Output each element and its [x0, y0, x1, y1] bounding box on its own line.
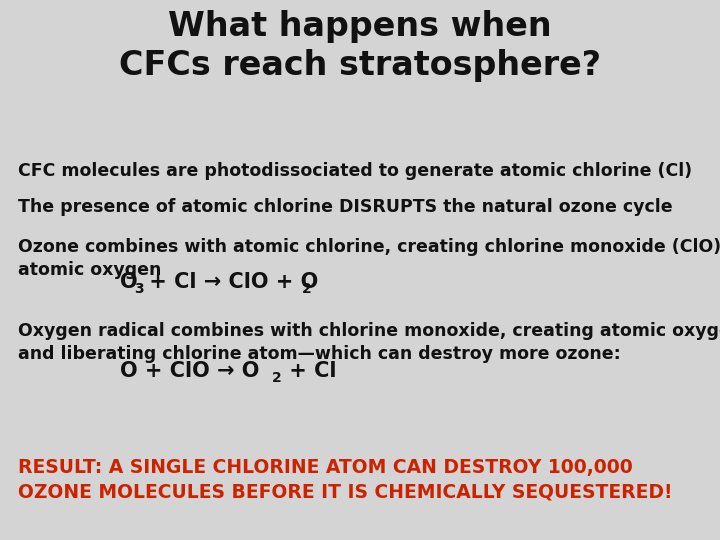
Text: What happens when
CFCs reach stratosphere?: What happens when CFCs reach stratospher…	[119, 10, 601, 83]
Text: 3: 3	[134, 282, 143, 296]
Text: Oxygen radical combines with chlorine monoxide, creating atomic oxygen
and liber: Oxygen radical combines with chlorine mo…	[18, 322, 720, 363]
Text: O + ClO → O: O + ClO → O	[120, 361, 259, 381]
Text: + Cl → ClO + O: + Cl → ClO + O	[142, 272, 318, 292]
Text: + Cl: + Cl	[282, 361, 336, 381]
Text: CFC molecules are photodissociated to generate atomic chlorine (Cl): CFC molecules are photodissociated to ge…	[18, 162, 692, 180]
Text: 2: 2	[272, 371, 282, 385]
Text: 2: 2	[302, 282, 312, 296]
Text: O: O	[120, 272, 138, 292]
Text: Ozone combines with atomic chlorine, creating chlorine monoxide (ClO) and
atomic: Ozone combines with atomic chlorine, cre…	[18, 238, 720, 279]
Text: RESULT: A SINGLE CHLORINE ATOM CAN DESTROY 100,000
OZONE MOLECULES BEFORE IT IS : RESULT: A SINGLE CHLORINE ATOM CAN DESTR…	[18, 458, 672, 501]
Text: The presence of atomic chlorine DISRUPTS the natural ozone cycle: The presence of atomic chlorine DISRUPTS…	[18, 198, 672, 216]
